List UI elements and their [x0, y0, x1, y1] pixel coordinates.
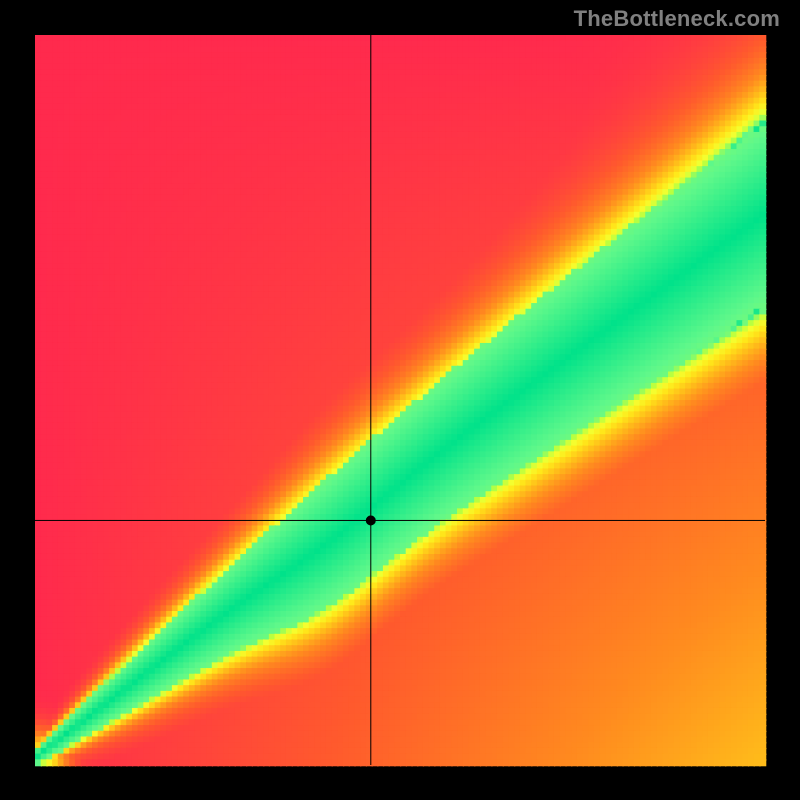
watermark-text: TheBottleneck.com: [574, 6, 780, 32]
bottleneck-heatmap: [0, 0, 800, 800]
